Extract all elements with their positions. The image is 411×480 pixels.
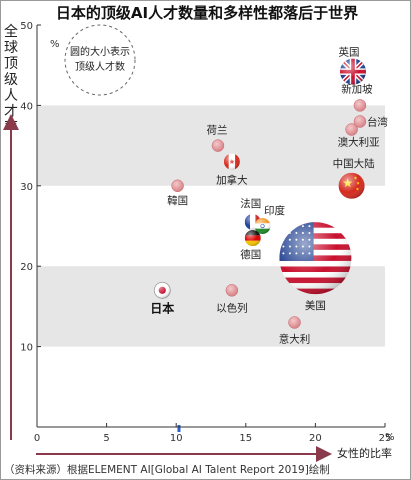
point-usa-flag <box>279 222 352 295</box>
y-unit: % <box>50 39 60 50</box>
point-bubble <box>345 123 358 136</box>
point-label: 荷兰 <box>206 124 227 137</box>
point-label: 加拿大 <box>216 174 248 187</box>
x-tick-label: 5 <box>103 433 109 444</box>
x-axis-title: 女性的比率 <box>337 446 392 460</box>
point-label: 印度 <box>264 204 285 217</box>
point-label: 德国 <box>240 248 261 261</box>
legend-line-2: 顶级人才数 <box>75 60 125 73</box>
source-note: （资料来源）根据ELEMENT AI[Global AI Talent Repo… <box>4 463 330 476</box>
y-tick-label: 30 <box>20 182 33 193</box>
y-axis-title: 全球顶级人才率 <box>4 23 18 136</box>
point-bubble <box>171 179 184 193</box>
axis-ticks: 0 5 10 15 20 25 10 20 30 40 50 <box>20 21 391 444</box>
point-japan-flag <box>153 281 171 299</box>
point-label: 法国 <box>240 197 261 210</box>
y-axis-label: 全球顶级人才率 <box>3 23 19 440</box>
legend-line-1: 圆的大小表示 <box>70 45 130 58</box>
point-label: 韓国 <box>167 195 188 207</box>
chart-title: 日本的顶级AI人才数量和多样性都落后于世界 <box>56 4 358 22</box>
x-tick-label: 25 <box>379 433 392 444</box>
point-bubble <box>353 99 367 112</box>
point-label: 台湾 <box>367 115 388 128</box>
point-canada-flag <box>223 153 240 170</box>
point-label: 新加坡 <box>341 82 373 95</box>
point-label: 澳大利亚 <box>338 136 380 149</box>
x-tick-label: 15 <box>239 433 252 444</box>
band-1 <box>37 105 385 186</box>
x-axis-label: 女性的比率 <box>36 446 392 462</box>
point-label: 美国 <box>305 299 326 312</box>
point-label: 中国大陆 <box>333 157 375 170</box>
x-unit: % <box>385 432 395 443</box>
point-label: 日本 <box>150 300 174 315</box>
x-tick-label: 20 <box>309 433 322 444</box>
y-tick-label: 40 <box>20 101 33 112</box>
point-label: 以色列 <box>216 301 248 314</box>
point-bubble <box>211 139 225 152</box>
y-tick-label: 10 <box>20 343 33 354</box>
point-bubble <box>225 284 239 297</box>
y-tick-label: 20 <box>20 262 33 273</box>
y-tick-label: 50 <box>20 21 33 32</box>
point-uk-flag <box>339 58 366 85</box>
point-label: 意大利 <box>279 332 311 345</box>
point-china-flag <box>338 172 365 199</box>
point-germany-flag <box>244 230 261 247</box>
point-india-flag <box>254 218 271 234</box>
x-tick-label: 0 <box>34 433 40 444</box>
x-tick-label: 10 <box>170 433 183 444</box>
point-bubble <box>353 115 367 128</box>
point-bubble <box>288 316 301 329</box>
point-label: 英国 <box>338 46 359 59</box>
size-legend-note: 圆的大小表示 顶级人才数 <box>64 24 136 96</box>
background-bands <box>37 105 385 347</box>
